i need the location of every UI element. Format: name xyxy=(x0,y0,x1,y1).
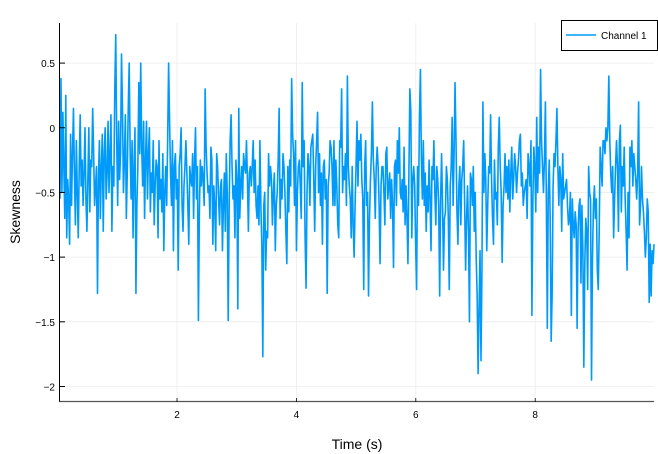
y-axis-title: Skewness xyxy=(7,180,23,244)
x-axis-title: Time (s) xyxy=(332,436,383,452)
y-tick-label: 0.5 xyxy=(41,59,55,70)
y-tick-label: −1.5 xyxy=(35,318,55,329)
y-tick-label: −1 xyxy=(44,253,56,264)
plot-area xyxy=(60,23,654,402)
legend: Channel 1 xyxy=(561,20,658,51)
x-tick-label: 6 xyxy=(413,410,419,421)
y-tick-label: −0.5 xyxy=(35,188,55,199)
x-axis-ticks: 2 4 6 8 xyxy=(174,398,538,421)
data-series-channel-1 xyxy=(59,33,655,381)
y-tick-label: −2 xyxy=(44,382,56,393)
x-tick-label: 2 xyxy=(174,410,180,421)
legend-label-channel-1: Channel 1 xyxy=(601,31,647,42)
y-axis-ticks: 0.5 0 −0.5 −1 −1.5 −2 xyxy=(35,59,65,393)
x-tick-label: 8 xyxy=(532,410,538,421)
y-tick-label: 0 xyxy=(49,124,55,135)
x-tick-label: 4 xyxy=(294,410,300,421)
